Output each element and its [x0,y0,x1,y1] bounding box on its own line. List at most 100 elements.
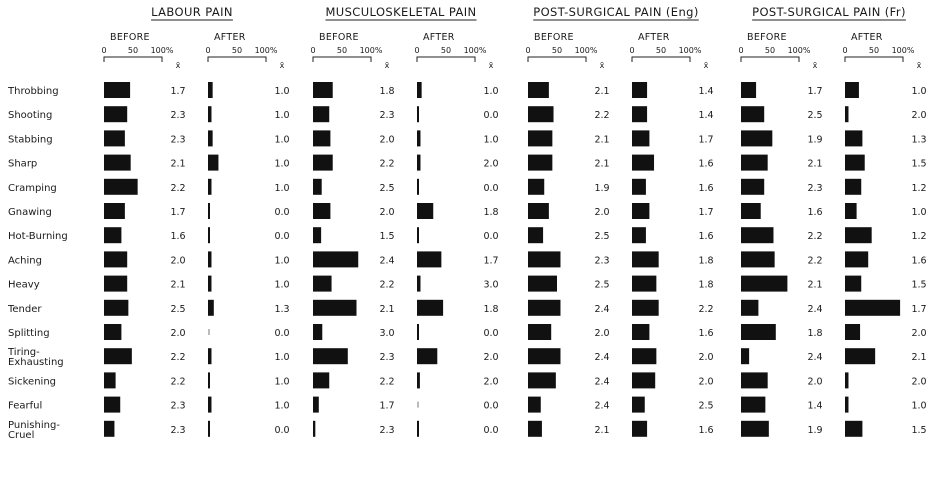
mean-value-1-after-2: 1.0 [483,134,498,145]
bar-0-after-9 [208,299,214,316]
bar-1-after-14 [417,420,419,437]
group-title-1: MUSCULOSKELETAL PAIN [325,5,476,19]
mean-value-2-before-12: 2.4 [594,376,609,387]
mean-value-1-before-4: 2.5 [379,183,394,194]
bar-1-after-0 [417,82,422,98]
bar-3-before-12 [741,372,768,389]
mean-value-2-after-3: 1.6 [698,159,713,170]
bar-3-before-8 [741,275,788,292]
bar-3-before-14 [741,420,769,437]
mean-value-1-after-1: 0.0 [483,110,498,121]
bar-3-after-2 [845,130,863,147]
bar-2-after-11 [632,348,657,365]
scale-tick-2-0-1: 50 [552,46,562,55]
mean-value-3-after-4: 1.2 [911,183,926,194]
row-label-12: Sickening [8,376,56,387]
mean-value-2-before-9: 2.4 [594,304,609,315]
row-label-3: Sharp [8,159,37,170]
mean-value-1-before-13: 1.7 [379,401,394,412]
scale-rule-0-0 [103,56,163,62]
bar-2-before-0 [528,82,549,98]
bar-0-before-11 [104,348,132,365]
bar-2-before-3 [528,154,553,171]
mean-value-2-after-8: 1.8 [698,280,713,291]
row-label-13: Fearful [8,401,42,412]
bar-1-after-7 [417,251,442,268]
group-title-0: LABOUR PAIN [151,5,233,19]
mean-value-0-after-12: 1.0 [274,376,289,387]
mean-value-3-before-0: 1.7 [807,86,822,97]
bar-0-after-0 [208,82,213,98]
mean-value-1-after-13: 0.0 [483,401,498,412]
bar-3-after-7 [845,251,869,268]
scale-tick-0-1-1: 50 [232,46,242,55]
row-label-8: Heavy [8,280,40,291]
mean-value-0-after-8: 1.0 [274,280,289,291]
scale-tick-2-1-0: 0 [629,46,634,55]
row-label-7: Aching [8,255,42,266]
mean-value-2-after-11: 2.0 [698,352,713,363]
mean-value-0-after-1: 1.0 [274,110,289,121]
bar-0-before-2 [104,130,125,147]
mean-value-2-before-7: 2.3 [594,255,609,266]
bar-1-before-9 [313,299,357,316]
mean-value-3-after-8: 1.5 [911,280,926,291]
mean-value-2-before-13: 2.4 [594,401,609,412]
phase-label-2-0: BEFORE [534,32,574,43]
mean-value-1-after-11: 2.0 [483,352,498,363]
mean-symbol-3-1: x̄ [917,61,922,70]
bar-0-before-7 [104,251,128,268]
bar-2-before-8 [528,275,557,292]
mean-value-1-after-0: 1.0 [483,86,498,97]
bar-0-after-12 [208,372,210,389]
bar-3-after-6 [845,227,872,244]
bar-0-after-13 [208,396,212,413]
bar-1-before-3 [313,154,333,171]
mean-value-1-after-5: 1.8 [483,207,498,218]
mean-value-2-before-6: 2.5 [594,231,609,242]
mean-value-3-after-13: 1.0 [911,401,926,412]
phase-label-3-1: AFTER [851,32,883,43]
mean-symbol-3-0: x̄ [813,61,818,70]
phase-label-2-1: AFTER [638,32,670,43]
bar-0-before-13 [104,396,121,413]
scale-tick-1-1-0: 0 [414,46,419,55]
mean-value-0-before-7: 2.0 [170,255,185,266]
bar-2-after-9 [632,299,659,316]
mean-value-3-after-1: 2.0 [911,110,926,121]
bar-3-before-1 [741,106,765,123]
mean-value-0-after-4: 1.0 [274,183,289,194]
bar-0-before-14 [104,420,115,437]
mean-value-3-after-0: 1.0 [911,86,926,97]
phase-label-1-1: AFTER [423,32,455,43]
bar-2-after-14 [632,420,648,437]
mean-value-3-before-14: 1.9 [807,425,822,436]
bar-3-before-3 [741,154,768,171]
bar-1-after-3 [417,154,421,171]
bar-0-after-14 [208,420,210,437]
mean-value-2-after-4: 1.6 [698,183,713,194]
bar-0-after-6 [208,227,210,244]
mean-value-0-before-5: 1.7 [170,207,185,218]
row-label-9: Tender [7,304,42,315]
mean-value-1-before-12: 2.2 [379,376,394,387]
bar-0-before-5 [104,203,125,219]
scale-tick-2-1-2: 100% [679,46,702,55]
bar-1-after-10 [417,324,419,340]
mean-value-1-before-7: 2.4 [379,255,394,266]
scale-rule-1-1 [416,56,476,62]
bar-3-after-13 [845,396,849,413]
bar-3-after-12 [845,372,849,389]
row-label-10: Splitting [8,328,50,339]
row-label-14-line-1: Cruel [8,430,34,441]
mean-value-1-before-14: 2.3 [379,425,394,436]
bar-0-after-2 [208,130,213,147]
row-label-11-line-1: Exhausting [8,357,64,368]
bar-1-after-1 [417,106,419,123]
mean-value-0-after-6: 0.0 [274,231,289,242]
scale-tick-1-1-2: 100% [464,46,487,55]
mean-value-3-after-10: 2.0 [911,328,926,339]
bar-3-after-4 [845,178,862,195]
mean-value-0-after-7: 1.0 [274,255,289,266]
